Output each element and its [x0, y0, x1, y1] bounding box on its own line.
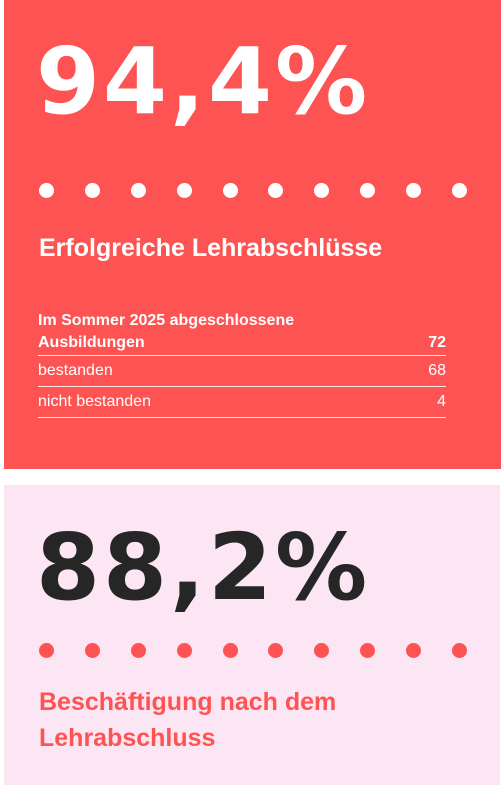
- employment-rate-heading: Beschäftigung nach dem Lehrabschluss: [39, 688, 337, 752]
- success-rate-card: 94,4% Erfolgreiche Lehrabschlüsse Im Som…: [4, 0, 501, 469]
- table-header-label: Im Sommer 2025 abgeschlossene Ausbildung…: [38, 312, 295, 351]
- success-rate-value: 94,4%: [36, 28, 371, 135]
- divider-dot: [451, 642, 467, 658]
- divider-dot: [451, 182, 467, 198]
- employment-rate-card: 88,2% Beschäftigung nach dem Lehrabschlu…: [4, 485, 500, 785]
- divider-dot: [268, 642, 284, 658]
- table-row-label: nicht bestanden: [38, 393, 151, 410]
- table-header-row: Im Sommer 2025 abgeschlossene Ausbildung…: [38, 310, 446, 356]
- table-row: bestanden 68: [38, 356, 446, 387]
- completion-table: Im Sommer 2025 abgeschlossene Ausbildung…: [38, 310, 446, 418]
- divider-dot: [84, 642, 100, 658]
- divider-dot: [84, 182, 100, 198]
- divider-dot: [314, 182, 330, 198]
- divider-dot: [39, 642, 54, 658]
- divider-dot: [360, 642, 376, 658]
- divider-dot: [39, 182, 54, 198]
- dot-divider: [39, 182, 467, 198]
- divider-dot: [176, 182, 192, 198]
- divider-dot: [360, 182, 376, 198]
- table-row-label: bestanden: [38, 362, 113, 379]
- divider-dot: [406, 182, 421, 198]
- table-row: nicht bestanden 4: [38, 387, 446, 418]
- divider-dot: [130, 182, 146, 198]
- table-header-value: 72: [428, 334, 446, 351]
- divider-dot: [406, 642, 421, 658]
- divider-dot: [222, 182, 238, 198]
- divider-dot: [314, 642, 330, 658]
- divider-dot: [268, 182, 284, 198]
- table-row-value: 68: [428, 362, 446, 379]
- table-row-value: 4: [437, 393, 446, 410]
- divider-dot: [176, 642, 192, 658]
- divider-dot: [222, 642, 238, 658]
- dot-divider: [39, 642, 467, 658]
- divider-dot: [130, 642, 146, 658]
- success-rate-heading: Erfolgreiche Lehrabschlüsse: [39, 234, 383, 262]
- employment-rate-value: 88,2%: [36, 514, 371, 621]
